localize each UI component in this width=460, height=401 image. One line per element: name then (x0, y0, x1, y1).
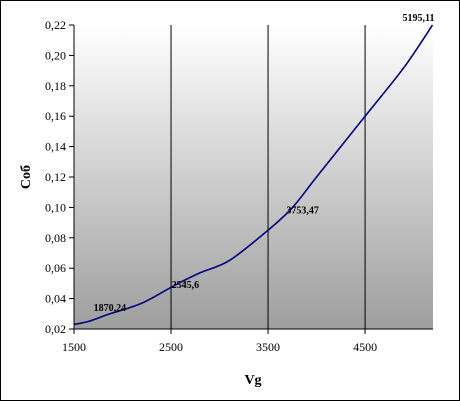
y-tick-label: 0,10 (45, 200, 66, 214)
data-labels: 1870,24 2545,6 3753,47 5195,11 (94, 13, 435, 314)
y-tick-label: 0,18 (45, 79, 66, 93)
series-line (73, 24, 434, 326)
x-tick-label: 1500 (62, 340, 86, 354)
x-axis-title: Vg (244, 373, 261, 388)
y-tick-labels: 0,02 0,04 0,06 0,08 0,10 0,12 0,14 0,16 0,18 0,20… (45, 18, 74, 336)
data-label: 5195,11 (403, 13, 435, 24)
plot-area (74, 25, 433, 329)
x-tick-labels: 1500 2500 3500 4500 (62, 329, 377, 354)
y-tick-label: 0,22 (45, 18, 66, 32)
y-tick-label: 0,04 (45, 292, 66, 306)
data-label: 3753,47 (286, 205, 319, 216)
data-label: 2545,6 (172, 280, 200, 291)
y-tick-label: 0,14 (45, 140, 66, 154)
data-label: 1870,24 (94, 303, 127, 314)
series-group (73, 24, 434, 326)
y-tick-label: 0,16 (45, 109, 66, 123)
x-tick-label: 3500 (256, 340, 280, 354)
grid-lines (170, 25, 366, 329)
y-tick-label: 0,12 (45, 170, 66, 184)
y-tick-label: 0,02 (45, 322, 66, 336)
y-tick-label: 0,06 (45, 261, 66, 275)
y-axis-title: Соб (19, 165, 34, 189)
x-tick-label: 2500 (159, 340, 183, 354)
y-tick-label: 0,20 (45, 48, 66, 62)
x-tick-label: 4500 (353, 340, 377, 354)
y-tick-label: 0,08 (45, 231, 66, 245)
